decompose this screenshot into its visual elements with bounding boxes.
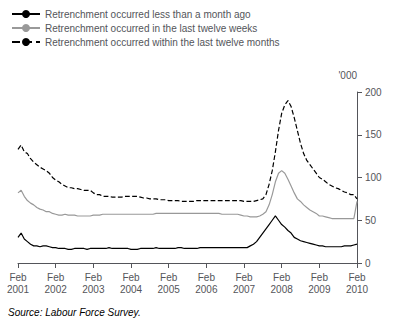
- svg-text:Feb: Feb: [198, 272, 216, 283]
- svg-text:2005: 2005: [158, 284, 181, 295]
- svg-text:2003: 2003: [82, 284, 105, 295]
- svg-text:50: 50: [365, 215, 377, 226]
- svg-text:Feb: Feb: [47, 272, 65, 283]
- svg-text:2002: 2002: [45, 284, 68, 295]
- svg-text:2008: 2008: [271, 284, 294, 295]
- svg-text:Feb: Feb: [273, 272, 291, 283]
- svg-text:Feb: Feb: [348, 272, 366, 283]
- svg-text:2001: 2001: [7, 284, 30, 295]
- svg-text:Retrenchment occurred in the l: Retrenchment occurred in the last twelve…: [45, 23, 257, 34]
- svg-text:2006: 2006: [195, 284, 218, 295]
- svg-text:Retrenchment occurred within t: Retrenchment occurred within the last tw…: [45, 37, 280, 48]
- svg-text:0: 0: [365, 258, 371, 269]
- svg-text:Feb: Feb: [85, 272, 103, 283]
- svg-text:2004: 2004: [120, 284, 143, 295]
- svg-text:Feb: Feb: [122, 272, 140, 283]
- svg-text:2009: 2009: [308, 284, 331, 295]
- svg-text:Feb: Feb: [9, 272, 27, 283]
- svg-text:Feb: Feb: [311, 272, 329, 283]
- svg-text:2010: 2010: [346, 284, 369, 295]
- svg-text:100: 100: [365, 172, 382, 183]
- svg-text:200: 200: [365, 87, 382, 98]
- svg-text:'000: '000: [338, 70, 357, 81]
- svg-text:Feb: Feb: [235, 272, 253, 283]
- svg-text:Source: Labour Force Survey.: Source: Labour Force Survey.: [8, 307, 141, 318]
- svg-text:2007: 2007: [233, 284, 256, 295]
- svg-text:150: 150: [365, 129, 382, 140]
- svg-text:Retrenchment occurred less tha: Retrenchment occurred less than a month …: [45, 9, 251, 20]
- svg-text:Feb: Feb: [160, 272, 178, 283]
